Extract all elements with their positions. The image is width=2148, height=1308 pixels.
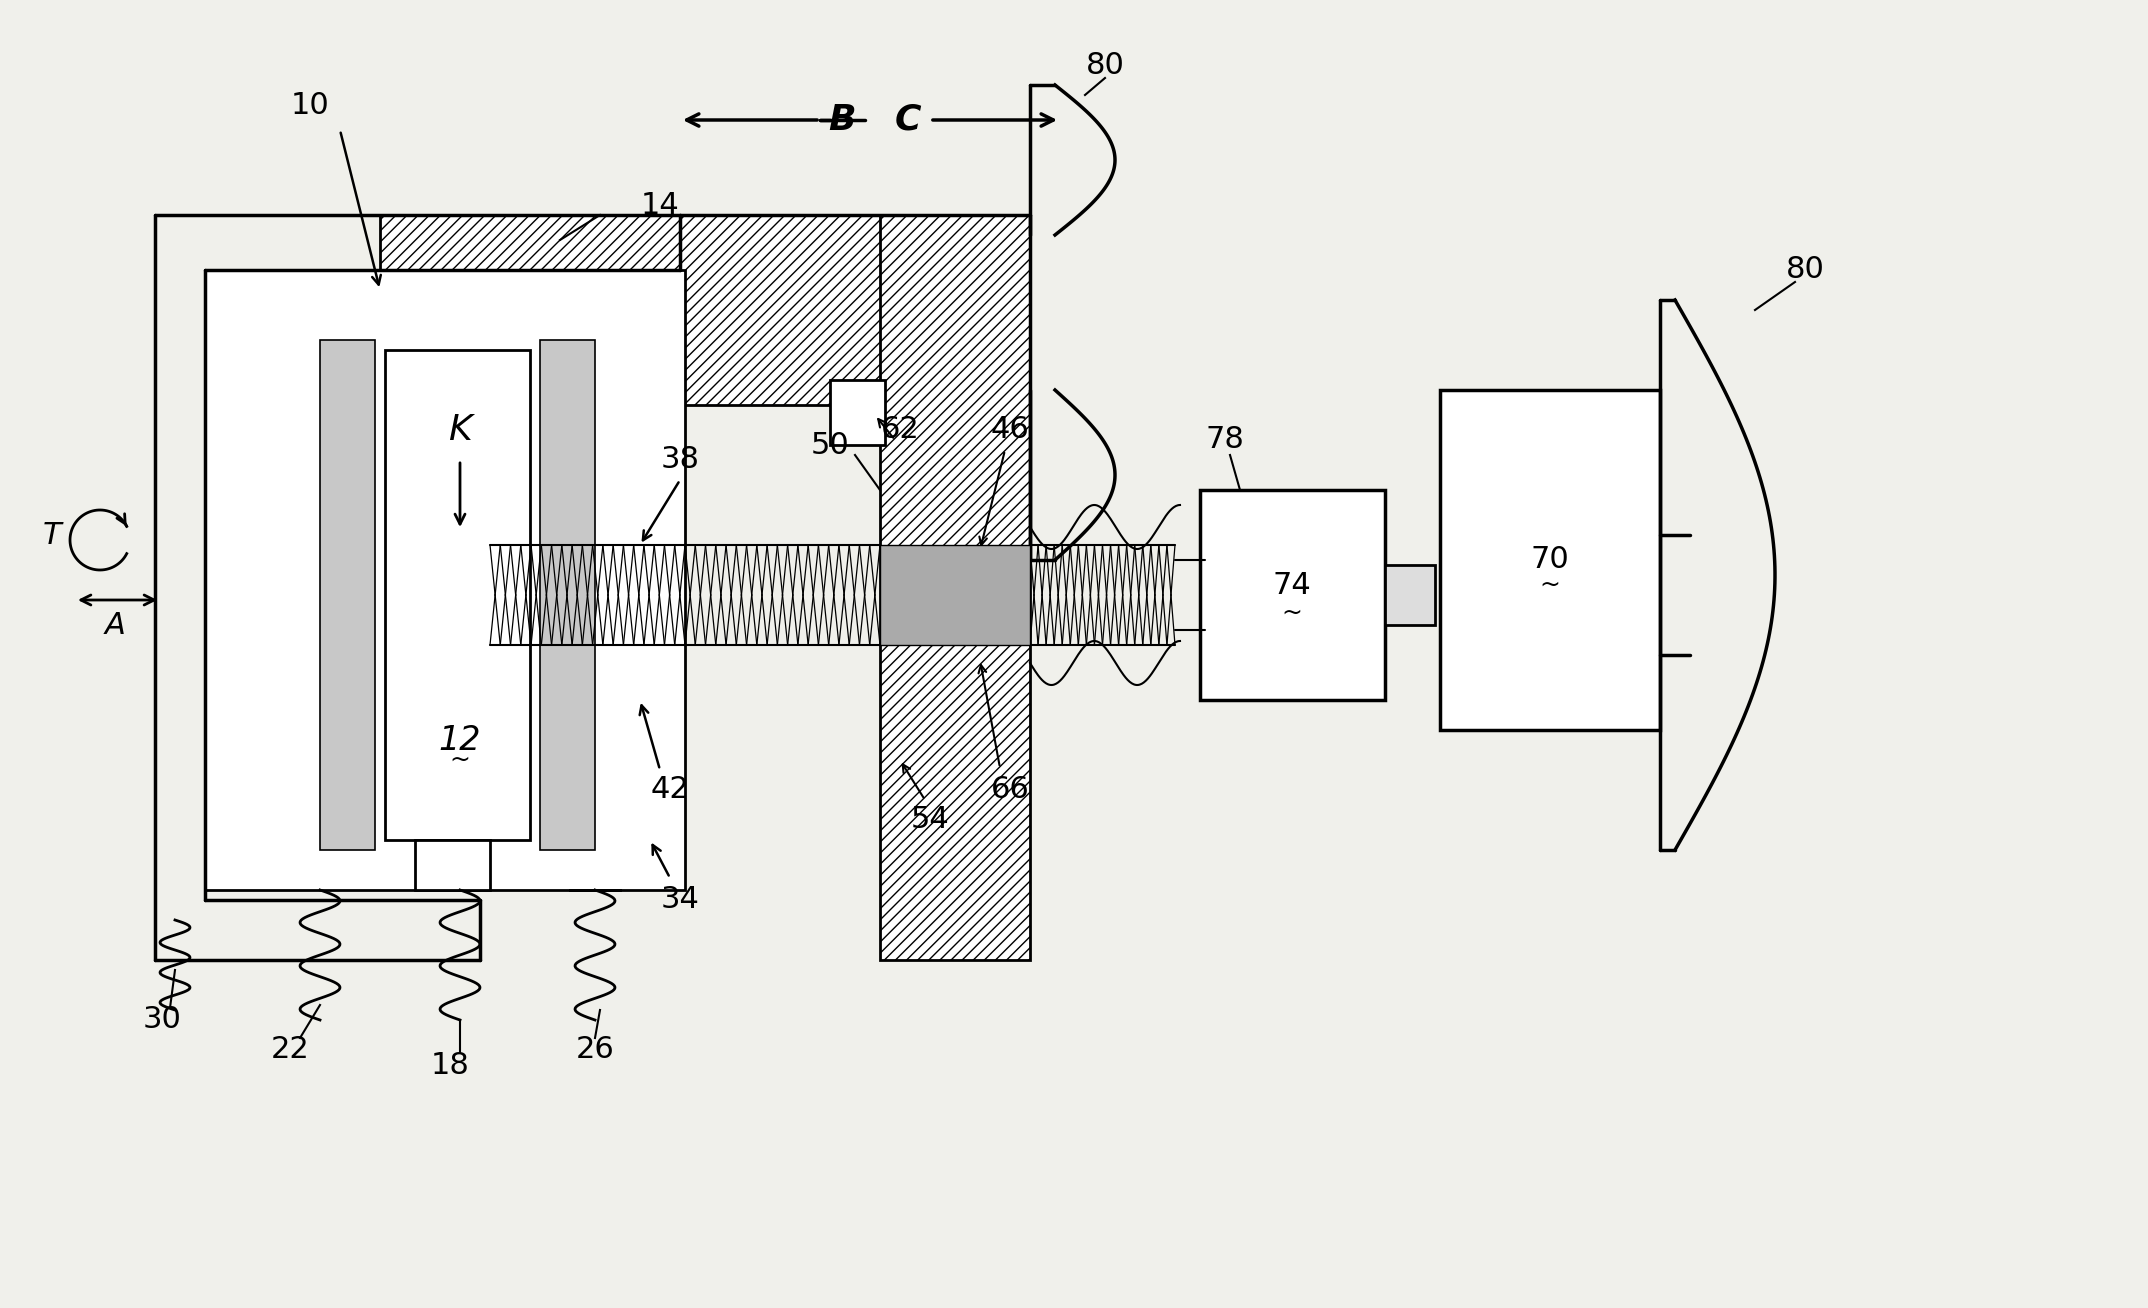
Text: 30: 30 [142,1006,180,1035]
Bar [380,215,1031,405]
Text: C: C [896,103,921,137]
Text: 42: 42 [651,776,690,804]
Text: 12: 12 [438,723,481,756]
Text: 80: 80 [1785,255,1824,285]
Text: 80: 80 [1085,51,1123,80]
Bar [204,269,685,889]
Bar [881,545,1031,645]
Text: ~: ~ [1540,573,1559,596]
Text: 14: 14 [640,191,679,220]
Text: B: B [829,103,855,137]
Text: A: A [105,611,125,640]
Bar [881,215,1031,960]
Text: 22: 22 [271,1036,309,1065]
Text: 78: 78 [1205,425,1244,454]
Text: 62: 62 [881,416,919,445]
Bar [320,340,376,850]
Bar [1201,490,1385,700]
Text: ~: ~ [1282,600,1302,625]
Text: 46: 46 [990,416,1029,445]
Text: 26: 26 [576,1036,614,1065]
Text: 50: 50 [810,430,848,459]
Bar [1385,565,1435,625]
Bar [829,381,885,445]
Text: 70: 70 [1532,545,1570,574]
Bar [1439,390,1660,730]
Text: 18: 18 [430,1050,470,1079]
Text: 74: 74 [1272,570,1312,599]
Bar [539,340,595,850]
Text: T: T [43,521,62,549]
Text: 10: 10 [290,90,329,119]
Text: 34: 34 [662,886,700,914]
Text: 38: 38 [659,446,700,475]
Text: 66: 66 [990,776,1029,804]
Bar [384,351,531,840]
Bar [415,840,490,889]
Text: K: K [449,413,473,447]
Text: 54: 54 [911,806,949,835]
Text: ~: ~ [449,748,470,772]
